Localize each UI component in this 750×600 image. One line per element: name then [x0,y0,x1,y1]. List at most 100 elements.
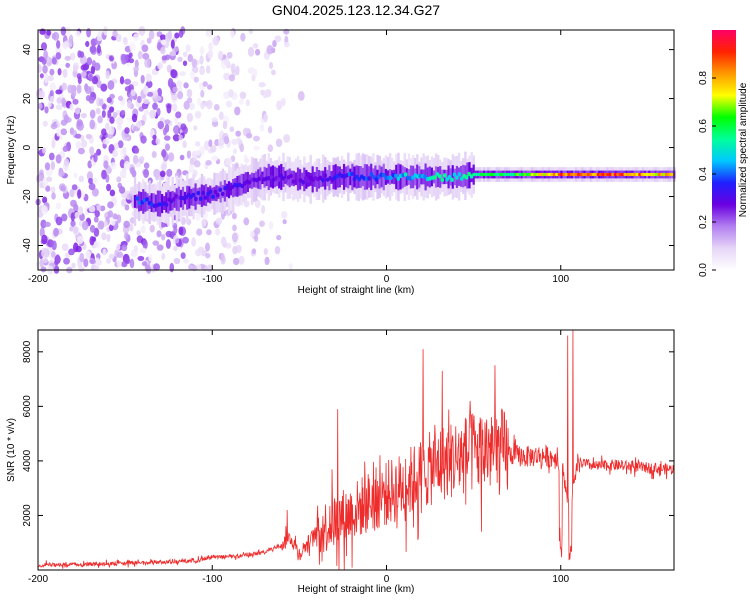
spectrogram-frame [37,29,675,271]
noise-cell [156,107,161,117]
ridge-core [467,171,471,177]
noise-cell [72,226,80,236]
noise-cell [195,150,201,156]
noise-cell [161,234,166,241]
noise-cell [251,248,257,255]
noise-cell [195,212,201,222]
noise-cell [243,200,250,208]
ridge-core [381,172,386,178]
noise-cell [161,55,168,61]
noise-cell [108,253,115,260]
noise-cell [208,139,213,148]
noise-cell [144,58,151,69]
snr-x-axis-label: Height of straight line (km) [298,584,415,595]
noise-cell [230,29,235,39]
noise-cell [215,217,223,225]
noise-cell [77,147,85,155]
noise-cell [112,213,118,220]
noise-cell [213,104,220,111]
snr-y-axis-label: SNR (10 * v/v) [6,418,17,482]
noise-cell [51,240,57,251]
noise-cell [91,188,99,197]
noise-cell [41,147,47,154]
noise-cell [214,139,220,147]
noise-cell [116,214,122,224]
noise-cell [180,123,187,131]
noise-cell [106,233,111,243]
noise-cell [68,34,74,44]
ridge-core [433,175,437,180]
noise-cell [89,259,96,265]
ridge-core [289,173,293,179]
spectrogram-x-axis-label: Height of straight line (km) [298,285,415,296]
noise-cell [89,235,95,246]
noise-cell [41,249,49,258]
noise-cell [252,43,259,49]
ridge-core [184,195,188,200]
noise-cell [91,76,99,85]
noise-cell [141,261,148,267]
noise-cell [143,98,150,105]
ridge-band [225,183,229,197]
noise-cell [94,210,100,218]
noise-cell [186,112,194,123]
noise-cell [231,212,237,220]
noise-cell [148,30,155,40]
noise-cell [133,245,139,253]
ridge-core [198,196,203,201]
noise-cell [238,255,245,265]
noise-cell [156,244,164,251]
noise-cell [143,168,150,178]
noise-cell [112,30,118,38]
noise-cell [99,205,106,212]
noise-cell [183,258,189,264]
noise-cell [39,90,45,99]
noise-cell [129,41,136,52]
noise-cell [178,134,183,141]
ridge-core [438,174,442,179]
noise-cell [139,247,147,254]
noise-cell [243,217,250,226]
ridge-core [196,190,201,196]
noise-cell [160,39,167,46]
noise-cell [145,73,152,83]
noise-cell [96,148,102,156]
noise-cell [72,242,79,253]
noise-cell [182,60,188,67]
ridge-band [451,165,454,189]
noise-cell [87,160,93,169]
noise-cell [231,138,239,146]
noise-cell [65,62,71,68]
noise-cell [208,42,213,52]
noise-cell [80,112,88,119]
noise-cell [109,189,116,197]
noise-cell [183,82,189,89]
noise-cell [123,161,131,170]
noise-cell [137,50,143,60]
noise-cell [235,130,241,137]
noise-cell [202,81,208,87]
noise-cell [101,128,107,137]
noise-cell [140,74,145,84]
noise-cell [205,160,212,166]
noise-cell [247,46,255,57]
colorbar-tick-label: 0.2 [698,215,709,229]
ridge-core [394,173,398,179]
ridge-band [204,184,208,207]
snr-frame [37,329,675,571]
noise-cell [89,45,97,54]
noise-cell [44,221,51,227]
noise-cell [188,164,195,174]
noise-cell [89,119,95,130]
ridge-core [669,172,674,177]
noise-cell [245,99,250,107]
ridge-core [211,194,215,199]
noise-cell [116,124,123,131]
noise-cell [85,133,92,140]
noise-cell [249,230,255,238]
noise-cell [117,140,124,149]
ridge-band [403,166,406,187]
noise-cell [239,143,245,153]
ridge-core [220,191,225,197]
